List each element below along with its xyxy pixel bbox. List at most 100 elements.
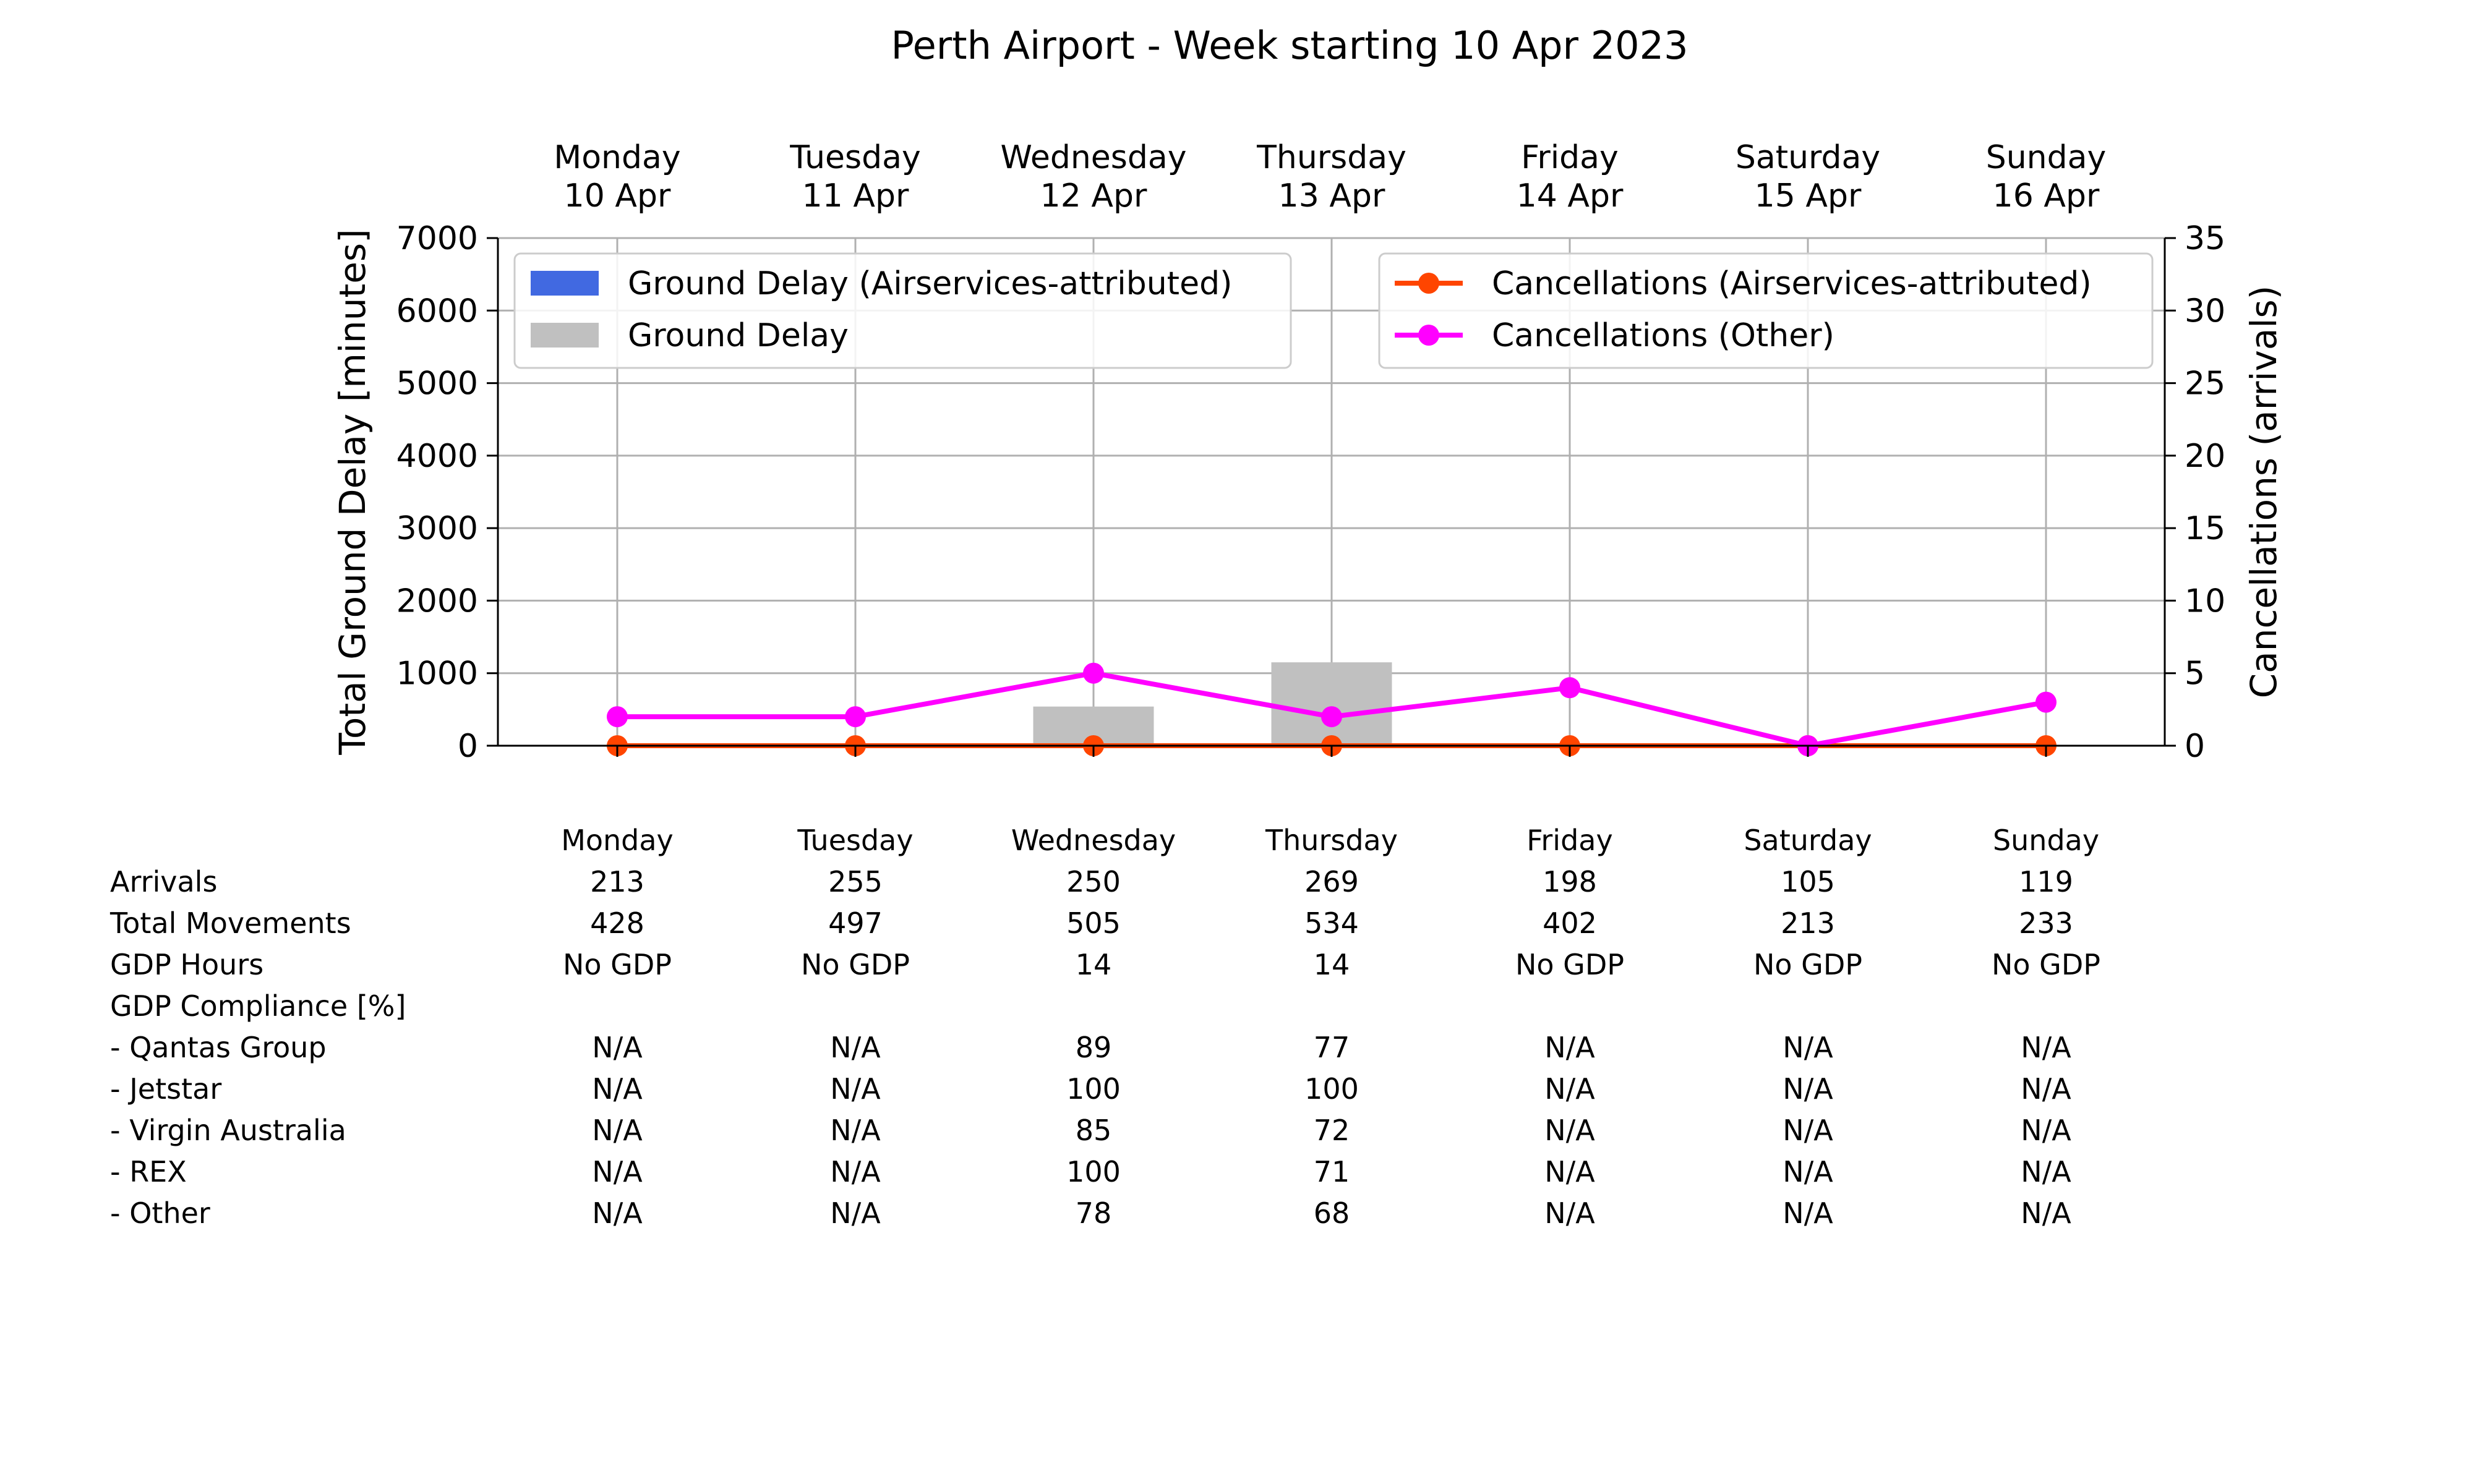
day-label: Friday 14 Apr	[1517, 139, 1624, 215]
right-tick-label: 0	[2185, 728, 2205, 765]
table-cell: N/A	[592, 1114, 643, 1147]
day-label-line: 13 Apr	[1278, 177, 1385, 215]
right-tick-label: 20	[2185, 438, 2225, 475]
day-label-line: Monday	[554, 139, 680, 176]
table-row-label: Arrivals	[110, 865, 217, 898]
table-cell: 119	[2019, 865, 2073, 898]
table-column-header: Sunday	[1993, 824, 2099, 857]
table-cell: 14	[1314, 948, 1350, 981]
day-label: Saturday 15 Apr	[1736, 139, 1880, 215]
table-cell: N/A	[1544, 1196, 1595, 1230]
table-column-header: Monday	[561, 824, 674, 857]
day-label-line: Friday	[1521, 139, 1619, 176]
left-tick-label: 2000	[396, 582, 478, 620]
table-cell: N/A	[2021, 1114, 2071, 1147]
legend-marker	[1418, 273, 1439, 294]
table-cell: N/A	[1544, 1155, 1595, 1188]
series-point	[607, 706, 628, 728]
left-tick-label: 4000	[396, 438, 478, 475]
legend-swatch	[531, 271, 599, 296]
table-cell: N/A	[2021, 1031, 2071, 1064]
series-point	[845, 706, 866, 728]
table-cell: N/A	[1783, 1155, 1833, 1188]
table-cell: No GDP	[1515, 948, 1624, 981]
legend-swatch	[531, 323, 599, 348]
series-point	[1083, 662, 1104, 684]
left-tick-label: 5000	[396, 365, 478, 403]
table-row-label: - Qantas Group	[110, 1031, 327, 1064]
table-cell: 428	[590, 906, 644, 940]
table-row-label: - Other	[110, 1196, 210, 1230]
right-tick-label: 5	[2185, 655, 2205, 693]
table-cell: 233	[2019, 906, 2073, 940]
table-cell: N/A	[1544, 1031, 1595, 1064]
table-cell: 78	[1076, 1196, 1112, 1230]
table-cell: 68	[1314, 1196, 1350, 1230]
table-cell: No GDP	[801, 948, 910, 981]
table-cell: 269	[1304, 865, 1359, 898]
table-column-header: Saturday	[1744, 824, 1872, 857]
table-cell: 213	[1781, 906, 1835, 940]
stats-table: Monday Tuesday Wednesday Thursday Friday Satu…	[109, 824, 2100, 1230]
table-cell: N/A	[830, 1196, 881, 1230]
table-cell: 100	[1066, 1072, 1121, 1106]
table-cell: N/A	[830, 1155, 881, 1188]
table-cell: N/A	[2021, 1196, 2071, 1230]
table-cell: 77	[1314, 1031, 1350, 1064]
day-label-line: Wednesday	[1000, 139, 1186, 176]
table-row-label: GDP Compliance [%]	[110, 989, 406, 1023]
table-cell: 255	[828, 865, 883, 898]
legend-label: Cancellations (Other)	[1492, 317, 1834, 354]
table-cell: 402	[1543, 906, 1597, 940]
legend-marker	[1418, 325, 1439, 346]
table-cell: N/A	[592, 1031, 643, 1064]
day-label-line: 10 Apr	[564, 177, 671, 215]
table-row-label: - Virgin Australia	[110, 1114, 346, 1147]
chart-title: Perth Airport - Week starting 10 Apr 202…	[891, 23, 1688, 68]
table-cell: 505	[1066, 906, 1121, 940]
legends: Ground Delay (Airservices-attributed) Gro…	[513, 252, 2154, 369]
left-tick-label: 0	[458, 728, 478, 765]
left-tick-label: 3000	[396, 510, 478, 547]
axes: Perth Airport - Week starting 10 Apr 202…	[332, 23, 2285, 765]
table-column-header: Friday	[1526, 824, 1612, 857]
table-cell: No GDP	[1992, 948, 2100, 981]
table-cell: 89	[1076, 1031, 1112, 1064]
day-label-line: Sunday	[1986, 139, 2107, 176]
table-cell: 85	[1076, 1114, 1112, 1147]
day-label-line: Thursday	[1256, 139, 1406, 176]
day-label: Wednesday 12 Apr	[1000, 139, 1186, 215]
table-cell: 14	[1076, 948, 1112, 981]
table-cell: 198	[1543, 865, 1597, 898]
table-row-label: - Jetstar	[110, 1072, 221, 1106]
table-cell: 105	[1781, 865, 1835, 898]
series-point	[2035, 691, 2057, 713]
table-cell: 100	[1066, 1155, 1121, 1188]
series-point	[1321, 706, 1342, 728]
table-cell: N/A	[1783, 1072, 1833, 1106]
table-cell: 250	[1066, 865, 1121, 898]
table-cell: N/A	[592, 1072, 643, 1106]
table-cell: 497	[828, 906, 883, 940]
table-cell: N/A	[1783, 1031, 1833, 1064]
table-column-header: Thursday	[1265, 824, 1398, 857]
left-tick-label: 7000	[396, 220, 478, 257]
legend-right-box	[1378, 252, 2154, 369]
day-label-line: 16 Apr	[1993, 177, 2100, 215]
table-row-label: Total Movements	[109, 906, 351, 940]
table-cell: 213	[590, 865, 644, 898]
table-cell: N/A	[1544, 1072, 1595, 1106]
table-cell: N/A	[830, 1072, 881, 1106]
table-row-label: GDP Hours	[110, 948, 263, 981]
table-cell: N/A	[592, 1196, 643, 1230]
day-label: Sunday 16 Apr	[1986, 139, 2107, 215]
legend-label: Ground Delay	[628, 317, 849, 354]
right-tick-label: 30	[2185, 292, 2225, 330]
series-point	[1559, 677, 1580, 699]
table-cell: N/A	[1783, 1114, 1833, 1147]
day-label-line: Tuesday	[789, 139, 921, 176]
right-tick-label: 35	[2185, 220, 2225, 257]
left-tick-label: 6000	[396, 292, 478, 330]
table-cell: No GDP	[563, 948, 672, 981]
